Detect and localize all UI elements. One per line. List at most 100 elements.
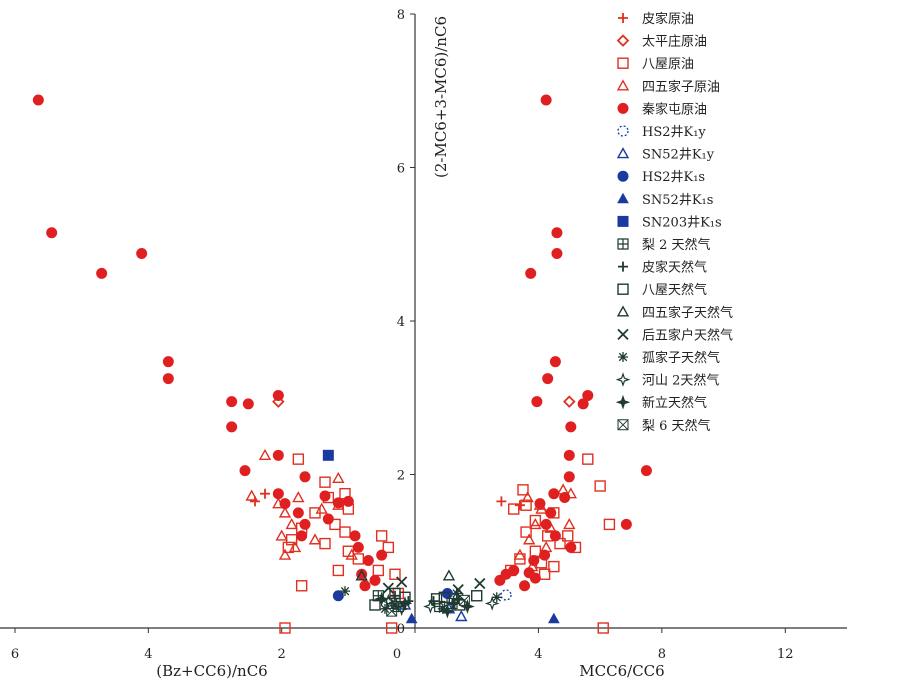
- data-point: [382, 582, 394, 594]
- series-16: [380, 593, 500, 617]
- data-point: [239, 465, 251, 477]
- data-point: [529, 545, 542, 557]
- data-point: [538, 568, 551, 580]
- data-point: [319, 476, 331, 488]
- data-point: [451, 588, 462, 599]
- legend-label: 皮家天然气: [642, 260, 707, 276]
- data-point: [372, 564, 385, 577]
- legend-item: 秦家屯原油: [617, 101, 707, 117]
- data-point: [531, 396, 543, 408]
- data-point: [272, 395, 285, 408]
- legend-item: 孤家子天然气: [618, 350, 720, 366]
- data-point: [285, 517, 298, 530]
- data-point: [551, 247, 563, 259]
- data-point: [582, 453, 594, 465]
- data-point: [474, 577, 486, 590]
- data-point: [349, 530, 361, 542]
- data-point: [369, 599, 381, 611]
- data-point: [548, 612, 560, 624]
- legend-item: SN52井K₁s: [617, 192, 713, 208]
- legend-label: HS2井K₁y: [642, 125, 706, 140]
- data-point: [332, 590, 344, 602]
- y-tick-label: 6: [397, 162, 405, 177]
- x-axis-label-right: MCC6/CC6: [579, 662, 664, 680]
- legend-marker: [617, 215, 629, 227]
- data-point: [442, 569, 456, 581]
- series-8: [405, 612, 560, 624]
- legend-item: HS2井K₁y: [617, 125, 706, 140]
- series-14: [382, 576, 486, 596]
- legend-label: 秦家屯原油: [642, 101, 707, 117]
- data-point: [272, 449, 284, 461]
- data-point: [577, 398, 589, 410]
- legend-marker: [618, 352, 628, 362]
- legend-marker: [615, 372, 631, 387]
- legend-label: SN52井K₁y: [642, 148, 715, 163]
- data-point: [405, 612, 418, 624]
- legend-label: 八屋原油: [642, 57, 694, 72]
- legend-label: HS2井K₁s: [642, 170, 705, 185]
- legend-item: 梨 2 天然气: [617, 237, 711, 253]
- data-point: [288, 540, 302, 553]
- legend-item: 皮家天然气: [618, 260, 707, 276]
- data-point: [329, 518, 341, 531]
- chart-axes: 0 2 4 6 8 6 4 2 0 4 8 12: [0, 8, 847, 662]
- legend-label: 河山 2天然气: [642, 373, 719, 389]
- data-point: [380, 603, 390, 614]
- data-point: [540, 94, 552, 106]
- legend-item: 太平庄原油: [616, 34, 707, 50]
- data-point: [455, 610, 468, 622]
- series-18: [386, 594, 470, 617]
- legend-label: 孤家子天然气: [642, 350, 720, 366]
- data-point: [640, 465, 652, 477]
- data-point: [540, 518, 552, 530]
- data-point: [352, 541, 364, 553]
- data-point: [513, 548, 527, 560]
- data-point: [272, 389, 284, 401]
- legend-label: SN52井K₁s: [642, 193, 713, 208]
- legend-marker: [615, 394, 631, 410]
- legend-marker: [617, 102, 629, 114]
- legend-marker: [617, 170, 629, 182]
- data-point: [397, 596, 413, 611]
- data-point: [359, 580, 371, 592]
- data-point: [374, 591, 390, 607]
- x-tick-label-left: 4: [144, 647, 152, 662]
- data-point: [308, 533, 322, 545]
- legend-marker: [616, 305, 630, 317]
- y-tick-label: 0: [397, 622, 405, 637]
- data-point: [594, 480, 606, 492]
- data-point: [258, 448, 272, 461]
- data-point: [375, 530, 388, 542]
- data-point: [563, 517, 576, 530]
- data-point: [565, 541, 577, 553]
- data-point: [437, 603, 448, 614]
- data-point: [322, 449, 334, 461]
- data-point: [542, 373, 554, 385]
- data-point: [559, 492, 571, 504]
- legend-item: SN52井K₁y: [616, 147, 715, 163]
- data-point: [529, 517, 542, 530]
- data-point: [299, 518, 311, 530]
- data-point: [471, 590, 483, 602]
- data-point: [389, 568, 401, 580]
- legend-marker: [618, 261, 628, 272]
- data-point: [260, 488, 270, 499]
- data-point: [549, 530, 561, 542]
- data-point: [295, 580, 308, 592]
- legend-marker: [617, 192, 629, 204]
- data-point: [319, 490, 331, 502]
- data-point: [369, 574, 381, 586]
- data-point: [539, 549, 551, 561]
- series-13: [355, 569, 456, 581]
- data-point: [522, 533, 536, 545]
- data-point: [340, 586, 350, 597]
- data-point: [292, 491, 305, 503]
- data-point: [315, 502, 328, 514]
- legend-item: 四五家子原油: [616, 79, 720, 95]
- legend-item: 八屋天然气: [617, 282, 707, 298]
- data-point: [520, 499, 532, 511]
- y-tick-label: 2: [397, 469, 405, 484]
- data-point: [528, 554, 540, 566]
- legend-marker: [617, 419, 629, 431]
